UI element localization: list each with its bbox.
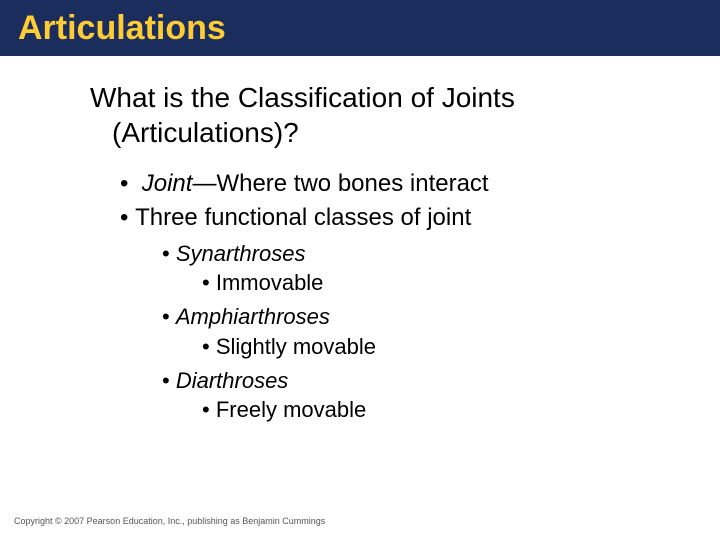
class-desc: Freely movable (216, 397, 366, 422)
bullet-level1: • Three functional classes of joint (90, 202, 720, 234)
bullet-text: Three functional classes of joint (135, 204, 471, 231)
class-desc: Immovable (216, 270, 324, 295)
subheading-line1: What is the Classification of Joints (90, 80, 720, 115)
class-name: Amphiarthroses (176, 304, 330, 329)
header-bar: Articulations (0, 0, 720, 56)
class-name: Synarthroses (176, 241, 306, 266)
class-name: Diarthroses (176, 368, 288, 393)
subheading-line2: (Articulations)? (90, 115, 720, 150)
bullet-level1: • Joint—Where two bones interact (90, 168, 720, 200)
bullet-level3: • Immovable (90, 268, 720, 298)
slide-content: What is the Classification of Joints (Ar… (0, 56, 720, 425)
copyright-text: Copyright © 2007 Pearson Education, Inc.… (14, 516, 325, 526)
bullet-italic-prefix: Joint (142, 170, 193, 197)
bullet-level3: • Freely movable (90, 395, 720, 425)
bullet-level2: • Amphiarthroses (90, 302, 720, 332)
bullet-level2: • Diarthroses (90, 366, 720, 396)
subheading: What is the Classification of Joints (Ar… (90, 80, 720, 150)
bullet-text: —Where two bones interact (192, 170, 488, 197)
slide-title: Articulations (18, 9, 226, 48)
bullet-level2: • Synarthroses (90, 239, 720, 269)
bullet-level3: • Slightly movable (90, 332, 720, 362)
class-desc: Slightly movable (216, 334, 376, 359)
